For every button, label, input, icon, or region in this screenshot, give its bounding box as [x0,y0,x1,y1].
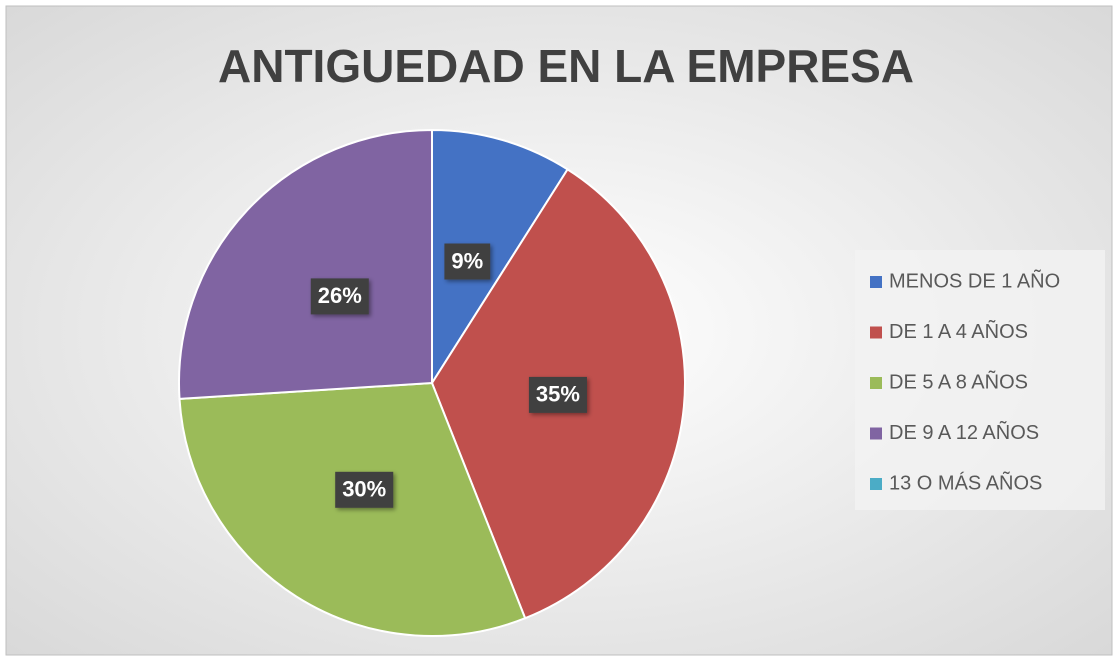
pie-slice [431,128,569,387]
pie-slice [178,381,527,637]
legend-swatch [870,377,882,389]
data-label-box [310,278,369,315]
chart-title: ANTIGUEDAD EN LA EMPRESA [218,40,914,92]
legend-box [855,250,1105,510]
data-label: 9% [451,248,483,273]
legend-label: DE 1 A 4 AÑOS [889,319,1028,343]
legend-label: 13 O MÁS AÑOS [889,470,1042,494]
legend-label: DE 5 A 8 AÑOS [889,369,1028,393]
data-label: 30% [342,477,386,502]
legend-swatch [870,478,882,490]
data-label-box [444,243,491,280]
data-label: 35% [536,382,580,407]
legend-swatch [870,326,882,339]
data-label: 26% [318,283,362,308]
legend-label: DE 9 A 12 AÑOS [889,420,1039,444]
data-label-box [335,471,394,508]
legend-label: MENOS DE 1 AÑO [889,268,1060,292]
data-label-box [528,376,587,413]
pie-slice [178,128,433,400]
legend-swatch [870,276,882,288]
legend-swatch [870,427,882,440]
